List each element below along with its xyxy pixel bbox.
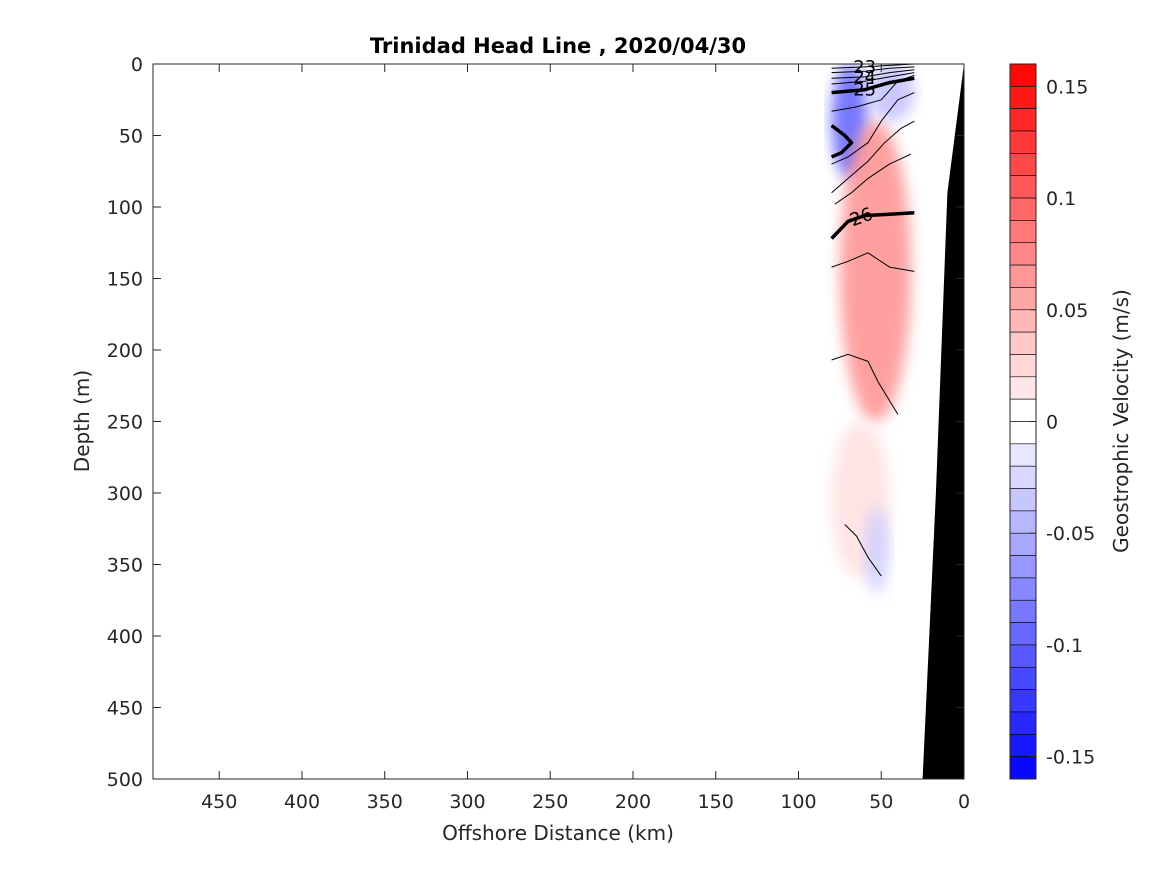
contour-line-1 — [831, 66, 915, 74]
contour-line-5 — [831, 74, 915, 112]
colorbar-level — [1009, 734, 1037, 757]
contour-line-6 — [830, 124, 854, 159]
colorbar-level — [1009, 577, 1037, 601]
colorbar-level — [1009, 220, 1037, 244]
colorbar-level — [1009, 488, 1037, 512]
colorbar-title: Geostrophic Velocity (m/s) — [1109, 289, 1133, 553]
y-tick-label: 150 — [107, 269, 143, 291]
velocity-region-4 — [864, 507, 890, 594]
contour-line-3 — [831, 72, 915, 85]
colorbar-level — [1009, 175, 1037, 199]
contour-line-2 — [831, 69, 915, 79]
y-tick-label: 400 — [107, 626, 143, 648]
y-tick-label: 450 — [107, 698, 143, 720]
plot-background — [153, 64, 964, 779]
contour-line-0 — [831, 64, 915, 69]
contour-line-9 — [834, 153, 912, 205]
x-tick-label: 250 — [532, 791, 568, 813]
x-axis: 450 400 350 300 250 200 150 100 50 0 — [201, 64, 970, 813]
colorbar-level — [1009, 532, 1037, 556]
colorbar-tick-label: 0 — [1046, 412, 1058, 434]
contour-line-12 — [831, 353, 899, 415]
colorbar-tick-label: 0.15 — [1046, 76, 1088, 98]
colorbar-level — [1009, 108, 1037, 132]
density-contours — [830, 64, 915, 577]
contour-line-8 — [831, 120, 915, 194]
colorbar-level — [1009, 644, 1037, 668]
colorbar-level — [1009, 63, 1037, 87]
y-axis: 0 50 100 150 200 250 300 350 400 450 500 — [107, 54, 964, 791]
colorbar-level — [1009, 443, 1037, 467]
colorbar-level — [1009, 510, 1037, 534]
velocity-region-2 — [839, 121, 912, 422]
colorbar-level — [1009, 86, 1037, 109]
colorbar-tick-label: -0.15 — [1046, 747, 1095, 769]
colorbar-level — [1009, 197, 1037, 221]
colorbar-level — [1009, 309, 1037, 333]
y-tick-label: 500 — [107, 769, 143, 791]
colorbar-level — [1009, 130, 1037, 154]
x-tick-label: 200 — [615, 791, 651, 813]
x-tick-label: 0 — [958, 791, 970, 813]
y-tick-label: 100 — [107, 197, 143, 219]
colorbar-level — [1009, 666, 1037, 690]
colorbar-tick-label: 0.05 — [1046, 300, 1088, 322]
colorbar-level — [1009, 465, 1037, 489]
contour-label-23: 23 — [853, 57, 876, 78]
seafloor — [922, 64, 964, 779]
colorbar-tick-label: -0.1 — [1046, 635, 1083, 657]
y-tick-label: 250 — [107, 412, 143, 434]
colorbar-level — [1009, 711, 1037, 735]
y-tick-label: 350 — [107, 555, 143, 577]
colorbar-level — [1009, 599, 1037, 623]
y-axis-title: Depth (m) — [70, 370, 94, 472]
x-tick-label: 300 — [449, 791, 485, 813]
colorbar-level — [1009, 622, 1037, 646]
contour-label-25: 25 — [853, 80, 876, 101]
colorbar-tick-label: 0.1 — [1046, 188, 1076, 210]
colorbar-level — [1009, 376, 1037, 400]
y-tick-label: 0 — [131, 54, 143, 76]
colorbar-tick-label: -0.05 — [1046, 523, 1095, 545]
contour-line-4 — [831, 76, 915, 95]
colorbar: 0.15 0.1 0.05 0 -0.05 -0.1 -0.15 — [1009, 63, 1095, 780]
chart-title: Trinidad Head Line , 2020/04/30 — [370, 34, 746, 58]
colorbar-level — [1009, 264, 1037, 288]
contour-line-11 — [831, 252, 915, 272]
colorbar-level — [1009, 354, 1037, 378]
colorbar-level — [1009, 421, 1037, 445]
colorbar-level — [1009, 287, 1037, 311]
contour-line-7 — [831, 92, 915, 165]
x-tick-label: 450 — [201, 791, 237, 813]
bathymetry — [922, 64, 964, 779]
colorbar-level — [1009, 398, 1037, 422]
colorbar-level — [1009, 689, 1037, 713]
colorbar-level — [1009, 756, 1037, 780]
y-tick-label: 300 — [107, 483, 143, 505]
x-tick-label: 50 — [869, 791, 893, 813]
colorbar-level — [1009, 331, 1037, 355]
contour-label-24: 24 — [853, 67, 876, 88]
contour-line-10 — [830, 210, 915, 240]
x-tick-label: 150 — [698, 791, 734, 813]
x-tick-label: 100 — [780, 791, 816, 813]
y-tick-label: 200 — [107, 340, 143, 362]
colorbar-level — [1009, 555, 1037, 579]
contour-line-13 — [844, 524, 882, 577]
x-axis-title: Offshore Distance (km) — [442, 821, 674, 845]
colorbar-level — [1009, 242, 1037, 266]
y-tick-label: 50 — [119, 126, 143, 148]
x-tick-label: 350 — [367, 791, 403, 813]
colorbar-level — [1009, 153, 1037, 177]
x-tick-label: 400 — [284, 791, 320, 813]
